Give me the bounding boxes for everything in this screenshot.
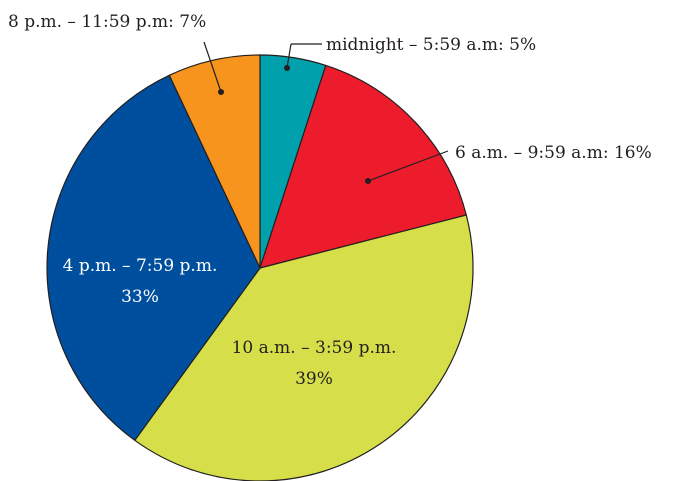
label-night: 8 p.m. – 11:59 p.m: 7%: [8, 12, 206, 32]
leader-dot-morning: [365, 178, 371, 184]
pie-slice-1: [259, 64, 468, 269]
pie-slice-2: [133, 214, 474, 481]
leader-line-evening: [203, 41, 222, 93]
label-midnight: midnight – 5:59 a.m: 5%: [326, 35, 536, 55]
pie-slices: [46, 54, 474, 481]
label-afternoon-line2: 33%: [121, 287, 159, 307]
leader-dot-evening: [218, 89, 224, 95]
leader-line-morning: [367, 150, 449, 182]
leader-line-midnight: [286, 43, 292, 69]
label-midday-line2: 39%: [295, 369, 333, 389]
pie-slice-3: [46, 74, 261, 442]
label-afternoon-line1: 4 p.m. – 7:59 p.m.: [63, 256, 218, 276]
leader-dot-midnight: [284, 65, 290, 71]
label-midday-line1: 10 a.m. – 3:59 p.m.: [232, 338, 397, 358]
label-morning: 6 a.m. – 9:59 a.m: 16%: [455, 143, 652, 163]
pie-slice-4: [168, 54, 261, 269]
